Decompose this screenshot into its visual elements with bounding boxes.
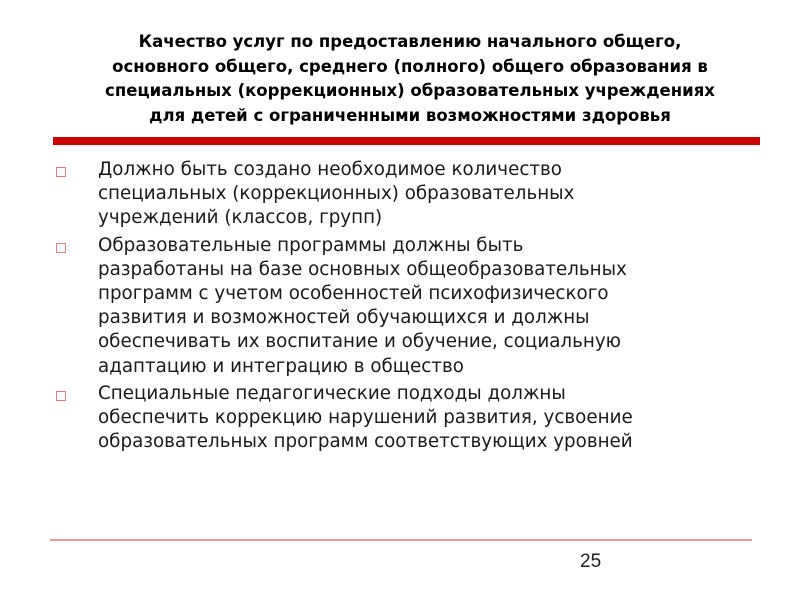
bullet-text: развития и возможностей обучающихся и до… bbox=[98, 307, 590, 329]
title-line: для детей с ограниченными возможностями … bbox=[149, 105, 671, 125]
bullet-list: Должно быть создано необходимое количест… bbox=[56, 158, 776, 457]
bullet-text: адаптацию и интеграцию в общество bbox=[98, 355, 464, 377]
bullet-text: разработаны на базе основных общеобразов… bbox=[98, 258, 627, 280]
title-line: основного общего, среднего (полного) общ… bbox=[112, 56, 708, 76]
list-item: Образовательные программы должны быть ра… bbox=[56, 234, 776, 379]
slide-title: Качество услуг по предоставлению начальн… bbox=[20, 30, 800, 128]
title-line: Качество услуг по предоставлению начальн… bbox=[138, 32, 682, 51]
bullet-text: Образовательные программы должны быть bbox=[98, 234, 524, 256]
hollow-square-icon bbox=[56, 167, 66, 177]
bullet-text: образовательных программ соответствующих… bbox=[98, 431, 633, 453]
list-item: Специальные педагогические подходы должн… bbox=[56, 382, 776, 455]
list-item: Должно быть создано необходимое количест… bbox=[56, 158, 776, 231]
page-number: 25 bbox=[580, 551, 602, 572]
hollow-square-icon bbox=[56, 242, 66, 253]
hollow-square-icon bbox=[56, 390, 66, 401]
bullet-text: Должно быть создано необходимое количест… bbox=[98, 159, 562, 180]
bullet-text: Специальные педагогические подходы должн… bbox=[98, 382, 566, 404]
bullet-text: учреждений (классов, групп) bbox=[98, 207, 383, 229]
bullet-text: обеспечить коррекцию нарушений развития,… bbox=[98, 407, 633, 429]
footer-divider bbox=[50, 539, 752, 541]
bullet-text: программ с учетом особенностей психофизи… bbox=[98, 283, 609, 305]
title-divider bbox=[53, 137, 760, 145]
bullet-text: специальных (коррекционных) образователь… bbox=[98, 183, 575, 205]
bullet-text: обеспечивать их воспитание и обучение, с… bbox=[98, 331, 622, 353]
title-line: специальных (коррекционных) образователь… bbox=[105, 81, 715, 100]
